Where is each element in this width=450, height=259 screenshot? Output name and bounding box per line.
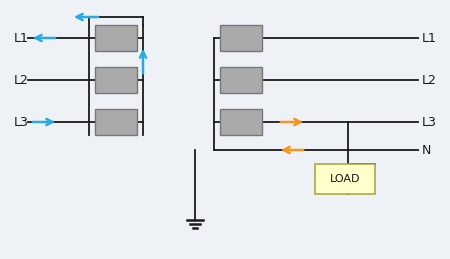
Text: L1: L1 [14, 32, 29, 45]
Bar [95, 67, 137, 93]
Text: N: N [422, 143, 432, 156]
Bar [95, 109, 137, 135]
Text: L3: L3 [14, 116, 29, 128]
Text: L2: L2 [14, 74, 29, 87]
Bar [220, 109, 262, 135]
Text: L1: L1 [422, 32, 437, 45]
Bar [220, 67, 262, 93]
Bar [315, 164, 375, 194]
Bar [220, 25, 262, 51]
Text: L3: L3 [422, 116, 437, 128]
Bar [95, 25, 137, 51]
Text: LOAD: LOAD [330, 174, 360, 184]
Text: L2: L2 [422, 74, 437, 87]
